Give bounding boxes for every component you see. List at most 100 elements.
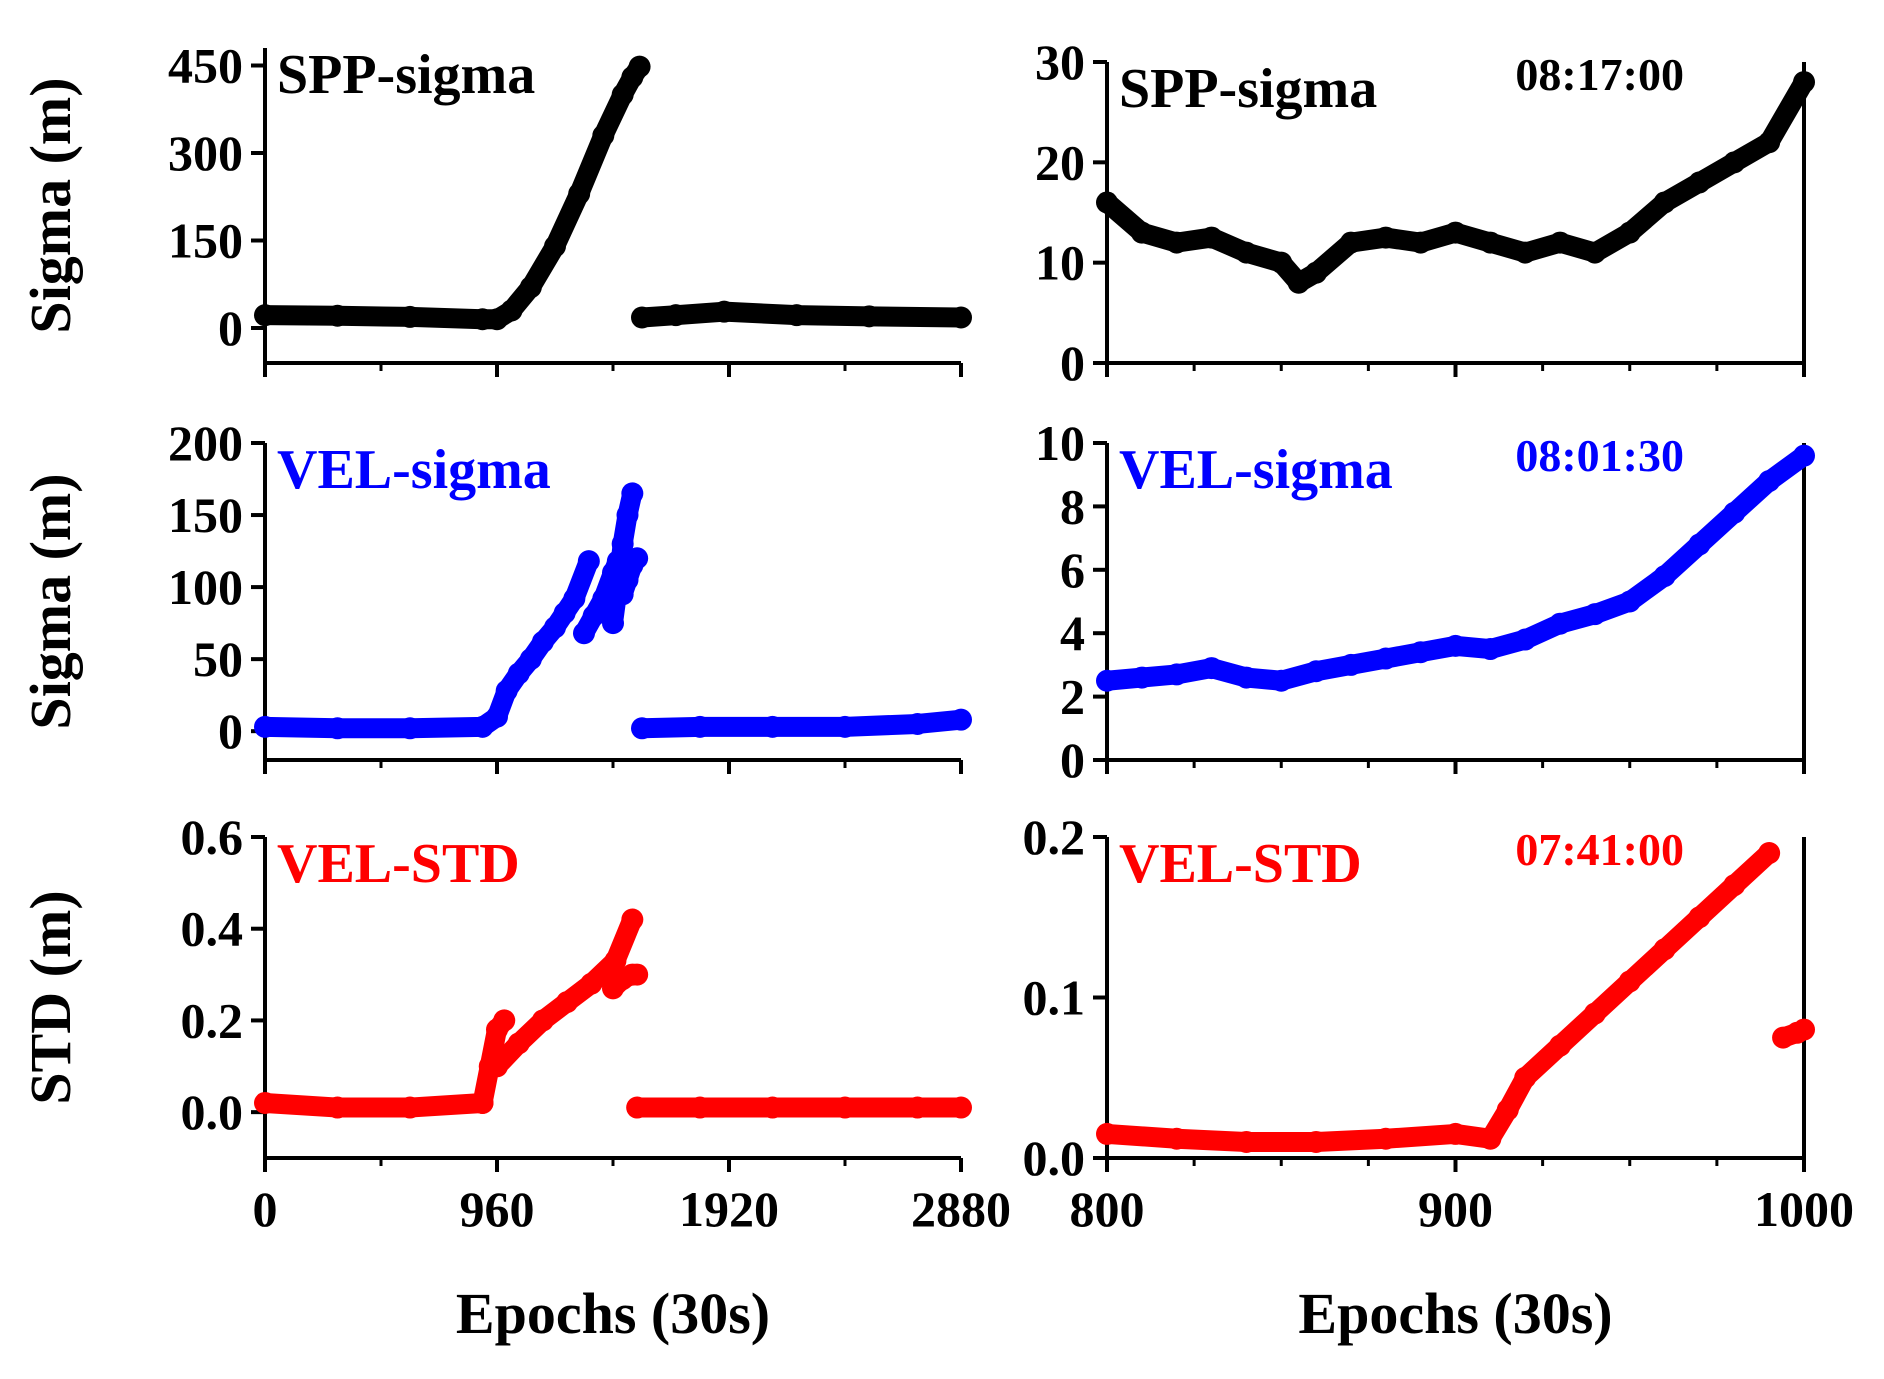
data-point-spp-sigma [858, 305, 881, 328]
data-point-vel-sigma [1653, 565, 1676, 588]
x-tick-label: 800 [1070, 1181, 1145, 1237]
data-point-vel-sigma [486, 705, 508, 728]
panel-spp-sigma-full: 0 150 300 450 Sigma (m) SPP-sigma [18, 38, 972, 377]
data-point-vel-std [1583, 1002, 1606, 1025]
data-point-spp-sigma [1758, 131, 1781, 154]
y-tick-label: 6 [1060, 542, 1085, 598]
data-point-vel-std [689, 1096, 711, 1119]
y-tick-label: 0.4 [181, 901, 244, 957]
x-axis-title: Epochs (30s) [1298, 1281, 1612, 1346]
y-tick-label: 0.1 [1023, 970, 1086, 1026]
y-tick-label: 0.2 [1023, 809, 1086, 865]
data-point-vel-sigma [834, 715, 856, 738]
data-point-spp-sigma [1235, 241, 1258, 264]
data-point-vel-std [1374, 1127, 1397, 1150]
data-point-vel-sigma [1374, 647, 1397, 670]
data-point-spp-sigma [544, 235, 566, 258]
data-point-vel-sigma [1479, 638, 1502, 661]
panel-title: SPP-sigma [277, 44, 535, 106]
data-point-spp-sigma [628, 55, 651, 78]
data-point-vel-sigma [1409, 641, 1432, 664]
data-point-spp-sigma [1479, 231, 1502, 254]
data-point-vel-std [486, 1055, 508, 1078]
y-tick-label: 150 [168, 487, 243, 543]
data-point-vel-sigma [573, 622, 595, 645]
data-point-vel-std [906, 1096, 929, 1119]
data-point-vel-sigma [602, 612, 624, 635]
data-point-spp-sigma [611, 83, 634, 106]
data-point-vel-sigma [582, 604, 605, 627]
panel-title: VEL-sigma [277, 439, 551, 501]
data-point-vel-sigma [1758, 470, 1781, 493]
data-point-vel-std [1496, 1098, 1519, 1121]
data-point-vel-sigma [689, 715, 711, 738]
y-tick-label: 4 [1060, 605, 1085, 661]
y-tick-label: 150 [168, 213, 243, 269]
data-point-vel-std [626, 1096, 649, 1119]
data-point-vel-sigma [1618, 590, 1641, 613]
data-point-vel-sigma [950, 708, 972, 731]
data-point-spp-sigma [254, 304, 276, 327]
data-point-spp-sigma [1165, 231, 1188, 254]
data-point-vel-sigma [761, 715, 784, 738]
data-point-vel-std [1723, 874, 1746, 897]
panel-spp-sigma-zoom: 0 10 20 30 SPP-sigma 08:17:00 [1035, 34, 1815, 391]
data-point-vel-sigma [1514, 628, 1537, 651]
data-point-vel-sigma [1688, 533, 1711, 556]
panel-vel-std-zoom: 0.0 0.1 0.2 800 900 1000 Epochs (30s) VEL-STD 07… [1023, 809, 1855, 1346]
y-tick-label: 10 [1035, 235, 1085, 291]
data-point-vel-sigma [1549, 612, 1572, 635]
y-tick-label: 300 [168, 125, 243, 181]
panel-vel-std-full: 0.0 0.2 0.4 0.6 0 960 1920 2880 STD (m) Epochs (3… [18, 809, 1011, 1346]
series-band-vel-std [1097, 843, 1780, 1152]
data-point-vel-std [531, 1009, 554, 1032]
data-point-vel-sigma [1200, 657, 1223, 680]
y-tick-label: 0 [1060, 732, 1085, 788]
data-point-spp-sigma [399, 305, 421, 328]
data-point-spp-sigma [1270, 251, 1293, 274]
data-point-spp-sigma [785, 304, 808, 327]
data-point-vel-sigma [254, 715, 276, 738]
data-point-vel-sigma [1270, 669, 1293, 692]
panel-title: VEL-STD [1119, 833, 1362, 895]
time-label: 08:17:00 [1515, 49, 1684, 100]
x-tick-label: 960 [460, 1181, 535, 1237]
data-point-spp-sigma [1287, 271, 1310, 294]
y-axis-title: Sigma (m) [18, 473, 83, 729]
data-point-spp-sigma [500, 299, 523, 322]
x-tick-label: 900 [1418, 1181, 1493, 1237]
panel-title: VEL-sigma [1119, 439, 1393, 501]
data-point-spp-sigma [519, 276, 542, 299]
y-tick-label: 0.0 [1023, 1130, 1086, 1186]
x-tick-label: 2880 [911, 1181, 1011, 1237]
data-point-spp-sigma [1583, 241, 1606, 264]
x-axis-title: Epochs (30s) [456, 1281, 770, 1346]
data-point-vel-sigma [495, 679, 518, 702]
series-band-spp-sigma [1097, 72, 1814, 293]
y-tick-label: 2 [1060, 669, 1085, 725]
data-point-vel-sigma [1444, 634, 1467, 657]
data-point-vel-std [1444, 1122, 1467, 1145]
data-point-vel-sigma [611, 532, 634, 555]
data-point-vel-std [950, 1096, 972, 1119]
data-point-spp-sigma [1374, 226, 1397, 249]
y-tick-label: 20 [1035, 134, 1085, 190]
data-point-vel-sigma [1165, 663, 1188, 686]
data-point-vel-sigma [563, 587, 586, 610]
data-point-spp-sigma [1793, 71, 1815, 94]
data-point-spp-sigma [713, 300, 736, 323]
data-point-vel-sigma [1235, 666, 1258, 689]
panel-title: VEL-STD [277, 833, 520, 895]
data-point-spp-sigma [1653, 191, 1676, 214]
panel-title: SPP-sigma [1119, 58, 1377, 120]
y-tick-label: 100 [168, 559, 243, 615]
data-point-vel-std [556, 991, 579, 1014]
y-tick-label: 0 [218, 300, 243, 356]
data-point-vel-sigma [1723, 501, 1746, 524]
y-tick-label: 10 [1035, 415, 1085, 471]
y-tick-label: 0 [218, 703, 243, 759]
data-point-vel-std [1165, 1127, 1188, 1150]
data-point-spp-sigma [664, 304, 687, 327]
y-tick-label: 30 [1035, 34, 1085, 90]
